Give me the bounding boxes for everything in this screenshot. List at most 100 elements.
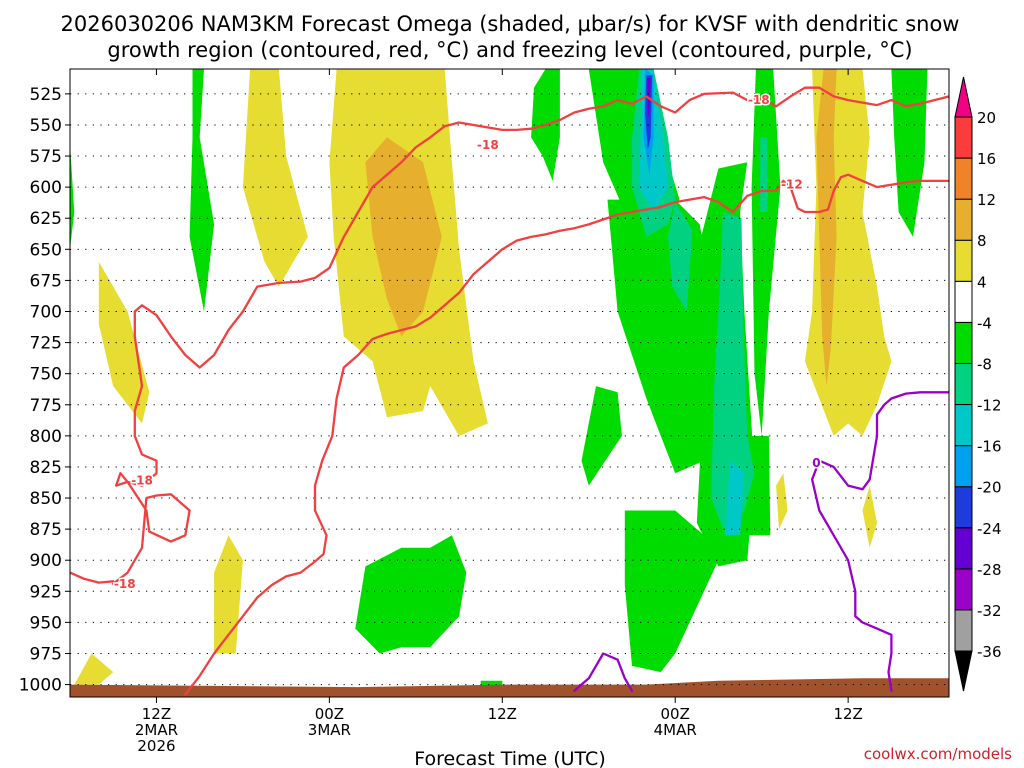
y-axis-ticks: 525 550 575 600 625 650 675 700 725 750 775 800 825 8… bbox=[19, 85, 70, 696]
omega-fill-7-level-4 bbox=[776, 473, 788, 530]
y-tick-label-900: 900 bbox=[30, 551, 62, 571]
x-axis-label: Forecast Time (UTC) bbox=[414, 748, 605, 768]
omega-fill-10-level-8 bbox=[365, 137, 442, 337]
terrain-fill bbox=[70, 678, 949, 697]
colorbar-box-4-to-8 bbox=[954, 239, 973, 282]
colorbar-box--4-to-4 bbox=[954, 280, 973, 323]
y-tick-label-675: 675 bbox=[30, 271, 62, 291]
colorbar-box-12-to-16 bbox=[954, 157, 973, 200]
omega-shaded-fields bbox=[70, 69, 928, 688]
colorbar-label-16: 16 bbox=[977, 150, 996, 168]
y-tick-label-750: 750 bbox=[30, 365, 62, 385]
freezing-level-contour-3 bbox=[573, 652, 634, 692]
chart-title-line-2: growth region (contoured, red, °C) and f… bbox=[107, 38, 912, 62]
chart-title: 2026030206 NAM3KM Forecast Omega (shaded… bbox=[61, 12, 960, 62]
omega-fill-21-level--4 bbox=[751, 69, 781, 436]
colorbar-label--8: -8 bbox=[977, 355, 992, 373]
y-tick-label-800: 800 bbox=[30, 427, 62, 447]
colorbar-box--8-to--4 bbox=[954, 321, 973, 364]
y-tick-label-700: 700 bbox=[30, 302, 62, 322]
contour-label-2: -18 bbox=[477, 138, 499, 152]
dgz-contour-1 bbox=[112, 86, 949, 585]
y-tick-label-550: 550 bbox=[30, 116, 62, 136]
omega-fill-15-level--4 bbox=[607, 199, 716, 474]
colorbar-box--28-to--24 bbox=[954, 527, 973, 570]
y-tick-label-600: 600 bbox=[30, 178, 62, 198]
freezing-level-contour-4 bbox=[818, 391, 949, 491]
colorbar-box--20-to--16 bbox=[954, 445, 973, 488]
colorbar-label--36: -36 bbox=[977, 643, 1002, 661]
colorbar-max-triangle bbox=[954, 76, 973, 118]
colorbar-label--12: -12 bbox=[977, 397, 1002, 415]
omega-fill-27-level--8 bbox=[668, 202, 693, 312]
contour-label-3: -18 bbox=[748, 93, 770, 107]
colorbar-label--32: -32 bbox=[977, 602, 1002, 620]
colorbar-label--28: -28 bbox=[977, 561, 1002, 579]
colorbar-label--4: -4 bbox=[977, 314, 992, 332]
x-tick-label-30-0: 12Z bbox=[488, 705, 517, 723]
colorbar-box--12-to--8 bbox=[954, 362, 973, 406]
omega-fill-24-level--4 bbox=[355, 535, 467, 654]
colorbar-box--36-to--32 bbox=[954, 609, 973, 652]
colorbar-min-triangle bbox=[954, 650, 973, 692]
omega-fill-9-level-4 bbox=[862, 485, 877, 548]
x-tick-label-18-0: 00Z bbox=[315, 705, 344, 723]
x-tick-label-42-1: 4MAR bbox=[654, 721, 697, 739]
omega-colorbar: -36 -32 -28 -24 -20 -16 -12 -8 -4 4 8 12 16 20 bbox=[954, 76, 1002, 692]
omega-fill-12-level--4 bbox=[70, 143, 75, 250]
omega-fill-29-level--8 bbox=[760, 137, 768, 212]
y-tick-label-625: 625 bbox=[30, 209, 62, 229]
y-tick-label-1000: 1000 bbox=[19, 676, 62, 696]
contour-label-5: 0 bbox=[812, 456, 820, 470]
y-tick-label-575: 575 bbox=[30, 147, 62, 167]
omega-fill-13-level--4 bbox=[189, 69, 215, 312]
contour-label-1: -18 bbox=[131, 474, 153, 488]
terrain-ground bbox=[70, 678, 949, 697]
x-tick-label-6-2: 2026 bbox=[137, 737, 175, 755]
dgz-contour-2 bbox=[184, 173, 949, 696]
omega-fill-0-level-4 bbox=[74, 653, 114, 685]
chart-title-line-1: 2026030206 NAM3KM Forecast Omega (shaded… bbox=[61, 12, 960, 36]
credit-link[interactable]: coolwx.com/models bbox=[864, 745, 1012, 763]
x-tick-label-42-0: 00Z bbox=[661, 705, 690, 723]
y-tick-label-825: 825 bbox=[30, 458, 62, 478]
colorbar-label-8: 8 bbox=[977, 232, 987, 250]
omega-fill-23-level--4 bbox=[891, 69, 928, 237]
y-tick-label-925: 925 bbox=[30, 582, 62, 602]
omega-fill-3-level-4 bbox=[242, 69, 308, 287]
x-tick-label-54-0: 12Z bbox=[833, 705, 862, 723]
y-tick-label-875: 875 bbox=[30, 520, 62, 540]
colorbar-label--16: -16 bbox=[977, 438, 1002, 456]
colorbar-box--32-to--28 bbox=[954, 568, 973, 611]
contour-label-0: -18 bbox=[114, 577, 136, 591]
y-tick-label-950: 950 bbox=[30, 613, 62, 633]
x-tick-label-6-0: 12Z bbox=[142, 705, 171, 723]
y-tick-label-850: 850 bbox=[30, 489, 62, 509]
y-tick-label-525: 525 bbox=[30, 85, 62, 105]
contour-label-4: -12 bbox=[781, 178, 803, 192]
colorbar-box--16-to--12 bbox=[954, 404, 973, 447]
y-tick-label-775: 775 bbox=[30, 396, 62, 416]
omega-fill-28-level--8 bbox=[711, 212, 755, 536]
colorbar-box--24-to--20 bbox=[954, 486, 973, 529]
colorbar-box-8-to-12 bbox=[954, 198, 973, 241]
colorbar-label--24: -24 bbox=[977, 520, 1002, 538]
y-tick-label-650: 650 bbox=[30, 240, 62, 260]
temperature-contours bbox=[70, 86, 949, 696]
colorbar-box-16-to-20 bbox=[954, 116, 973, 159]
omega-fill-31-level--12 bbox=[725, 460, 745, 536]
plot-frame bbox=[69, 68, 950, 698]
colorbar-label-12: 12 bbox=[977, 191, 996, 209]
dgz-contour-0 bbox=[70, 571, 115, 584]
omega-fill-11-level-8 bbox=[816, 69, 837, 387]
colorbar-label-4: 4 bbox=[977, 273, 987, 291]
y-tick-label-975: 975 bbox=[30, 644, 62, 664]
omega-fill-17-level--4 bbox=[581, 386, 622, 486]
colorbar-label-20: 20 bbox=[977, 109, 996, 127]
contour-labels: -18 -18 -18 -18 -12 0 bbox=[112, 92, 822, 593]
x-tick-label-6-1: 2MAR bbox=[135, 721, 178, 739]
y-tick-label-725: 725 bbox=[30, 334, 62, 354]
colorbar-label--20: -20 bbox=[977, 479, 1002, 497]
